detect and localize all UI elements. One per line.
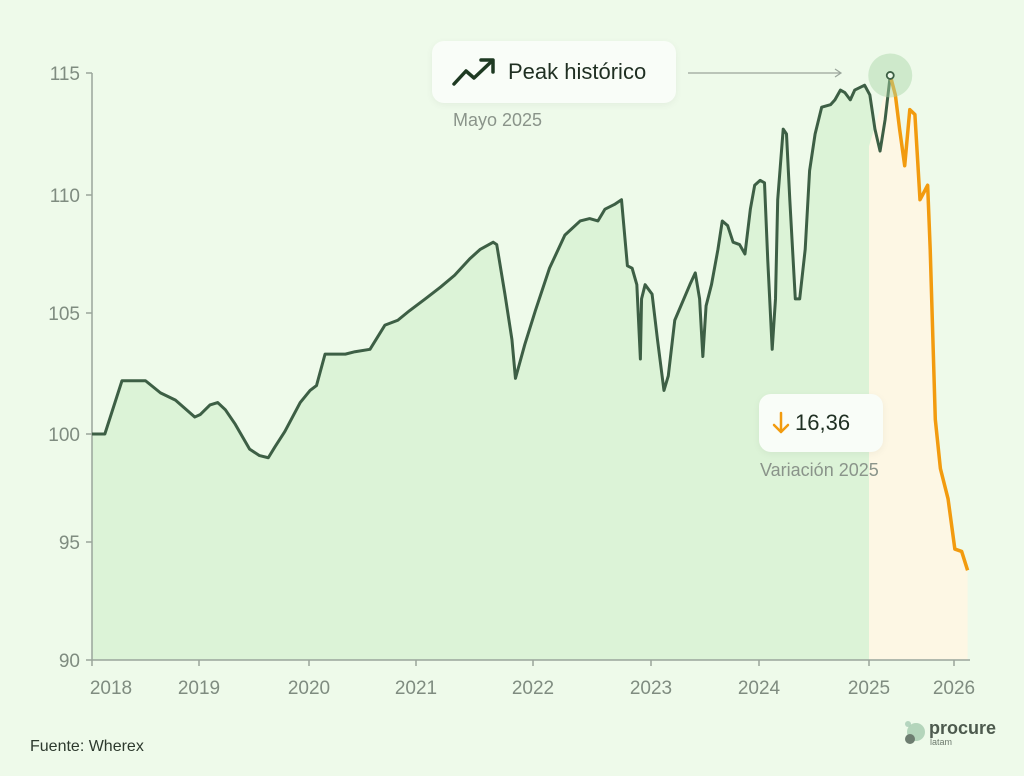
peak-sublabel: Mayo 2025: [453, 110, 543, 130]
x-tick-label: 2024: [738, 678, 781, 699]
y-tick-label: 110: [50, 186, 80, 207]
y-tick-label: 95: [59, 533, 80, 554]
variation-sublabel: Variación 2025: [760, 460, 879, 480]
x-tick-label: 2023: [630, 678, 672, 699]
trending-up-icon: [452, 58, 495, 86]
peak-label: Peak histórico: [508, 59, 647, 84]
x-tick-label: 2025: [848, 678, 890, 699]
x-tick-label: 2021: [395, 678, 437, 699]
logo-word: procure: [929, 718, 997, 738]
procure-logo: procure latam: [904, 718, 1004, 748]
peak-connector-arrow-icon: [834, 68, 843, 78]
y-tick-label: 115: [50, 64, 80, 85]
series-line-historico: [92, 75, 892, 460]
series-area-historico: [92, 75, 891, 660]
variation-value: 16,36: [795, 410, 851, 435]
series-line-2025: [888, 74, 970, 571]
arrow-down-icon: [772, 411, 790, 434]
x-tick-label: 2020: [288, 678, 330, 699]
peak-annotation: Peak histórico: [432, 41, 676, 103]
logo-sub: latam: [930, 737, 953, 747]
variation-annotation: 16,36: [759, 394, 883, 452]
y-tick-label: 90: [59, 651, 80, 672]
series-area-2025: [869, 75, 968, 660]
y-tick-label: 100: [48, 425, 80, 446]
source-note: Fuente: Wherex: [30, 738, 144, 755]
peak-point: [885, 71, 895, 80]
x-tick-label: 2019: [178, 678, 220, 699]
y-tick-label: 105: [48, 304, 80, 325]
x-tick-label: 2022: [512, 678, 554, 699]
logo-mark-icon: [905, 721, 925, 744]
x-tick-label: 2018: [90, 678, 132, 699]
x-tick-label: 2026: [933, 678, 975, 699]
